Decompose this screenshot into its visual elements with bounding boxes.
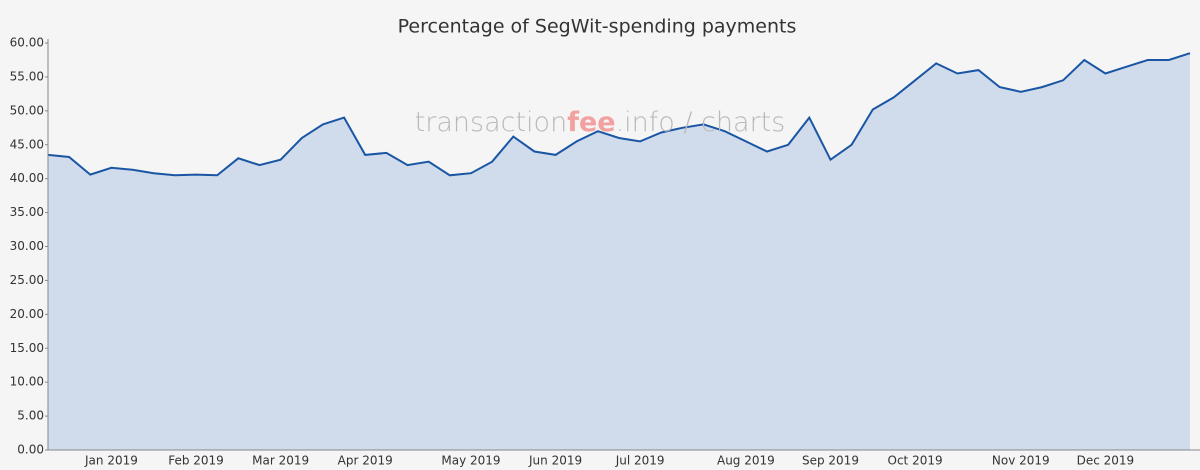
x-tick-label: Jan 2019 — [84, 454, 138, 468]
x-tick-label: Oct 2019 — [888, 454, 943, 468]
y-tick-label: 35.00 — [10, 205, 44, 219]
x-tick-label: Sep 2019 — [802, 454, 859, 468]
x-tick-label: Dec 2019 — [1077, 454, 1135, 468]
y-tick-label: 55.00 — [10, 69, 44, 83]
watermark-text: transaction — [415, 107, 568, 138]
y-tick-label: 20.00 — [10, 307, 44, 321]
y-tick-label: 45.00 — [10, 137, 44, 151]
x-tick-label: Mar 2019 — [252, 454, 309, 468]
y-tick-label: 0.00 — [17, 443, 44, 457]
y-tick-label: 30.00 — [10, 239, 44, 253]
x-tick-label: Jun 2019 — [528, 454, 582, 468]
watermark: transactionfee.info / charts — [415, 107, 786, 138]
x-tick-label: Apr 2019 — [338, 454, 393, 468]
x-tick-label: Aug 2019 — [717, 454, 775, 468]
x-tick-label: Feb 2019 — [168, 454, 224, 468]
chart-title: Percentage of SegWit-spending payments — [398, 16, 797, 38]
line — [47, 52, 1191, 177]
y-tick-label: 50.00 — [10, 103, 44, 117]
y-tick-label: 15.00 — [10, 341, 44, 355]
y-tick-label: 40.00 — [10, 171, 44, 185]
y-tick-label: 5.00 — [17, 409, 44, 423]
y-tick-label: 10.00 — [10, 375, 44, 389]
x-tick-label: May 2019 — [441, 454, 500, 468]
y-tick-label: 60.00 — [10, 36, 44, 50]
watermark-text: fee — [567, 107, 615, 138]
area-fill — [48, 53, 1190, 450]
y-tick-label: 25.00 — [10, 273, 44, 287]
x-tick-label: Jul 2019 — [615, 454, 665, 468]
x-tick-label: Nov 2019 — [992, 454, 1050, 468]
watermark-text: .info / charts — [616, 107, 786, 138]
